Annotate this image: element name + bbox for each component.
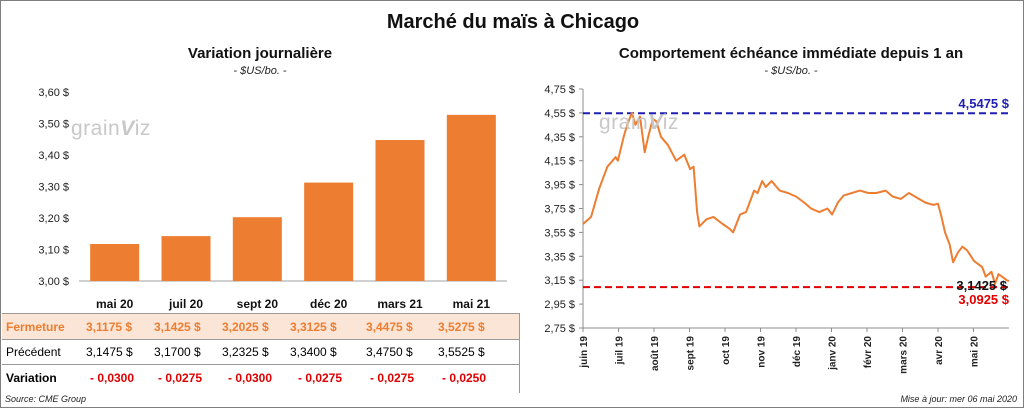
table-cell: - 0,0300	[90, 371, 135, 385]
table-cell: 3,1700 $	[154, 345, 201, 359]
table-cell: - 0,0275	[370, 371, 415, 385]
y-tick-label: 3,50 $	[38, 119, 69, 131]
x-tick-label: mai 20	[96, 297, 134, 311]
y-tick-label: 3,00 $	[38, 276, 69, 288]
last-value-label: 3,1425 $	[956, 278, 1007, 293]
bar	[90, 243, 140, 281]
bar	[232, 217, 282, 281]
x-tick-label: juil 19	[615, 336, 626, 366]
y-tick-label: 3,20 $	[38, 213, 69, 225]
x-tick-label: janv 20	[828, 336, 839, 371]
table-cell: 3,2325 $	[222, 345, 269, 359]
y-tick-label: 3,40 $	[38, 150, 69, 162]
y-tick-label: 3,75 $	[544, 204, 575, 216]
watermark-right: grainViz	[599, 111, 679, 134]
y-tick-label: 4,35 $	[544, 132, 575, 144]
y-tick-label: 2,75 $	[544, 323, 575, 335]
x-tick-label: déc 19	[792, 336, 803, 368]
x-tick-label: avr 20	[934, 336, 945, 365]
table-cell: 3,1175 $	[86, 320, 133, 334]
row-label: Variation	[6, 371, 57, 385]
bar	[304, 182, 354, 281]
table-cell: - 0,0275	[158, 371, 203, 385]
y-tick-label: 3,10 $	[38, 245, 69, 257]
x-tick-label: févr 20	[863, 336, 874, 369]
y-tick-label: 4,55 $	[544, 108, 575, 120]
x-tick-label: juil 20	[168, 297, 203, 311]
table-cell: 3,3125 $	[290, 320, 337, 334]
x-tick-label: nov 19	[757, 336, 768, 368]
x-tick-label: oct 19	[721, 336, 732, 365]
x-tick-label: août 19	[650, 336, 661, 371]
x-tick-label: sept 19	[686, 336, 697, 371]
x-tick-label: mars 20	[899, 336, 910, 374]
row-label: Fermeture	[6, 320, 65, 334]
table-cell: - 0,0275	[298, 371, 343, 385]
table-row-fermeture: Fermeture 3,1175 $ 3,1425 $ 3,2025 $ 3,3…	[2, 313, 519, 340]
y-tick-label: 3,35 $	[544, 251, 575, 263]
left-panel-unit: - $US/bo. -	[233, 65, 287, 77]
x-tick-label: sept 20	[237, 297, 279, 311]
table-row-variation: Variation - 0,0300 - 0,0275 - 0,0300 - 0…	[2, 365, 519, 390]
bar	[375, 140, 425, 281]
row-label: Précédent	[6, 345, 61, 359]
x-tick-label: mars 21	[377, 297, 423, 311]
y-tick-label: 3,55 $	[544, 227, 575, 239]
table-cell: 3,1425 $	[154, 320, 201, 334]
right-panel-unit: - $US/bo. -	[764, 65, 818, 77]
line-chart: 2,75 $ 2,95 $ 3,15 $ 3,35 $ 3,55 $ 3,75 $ 3,95…	[544, 84, 1010, 374]
table-cell: 3,3400 $	[290, 345, 337, 359]
y-tick-label: 3,95 $	[544, 180, 575, 192]
panel-divider	[519, 313, 520, 393]
table-cell: 3,4475 $	[366, 320, 413, 334]
page-title: Marché du maïs à Chicago	[386, 11, 640, 33]
table-cell: 3,4750 $	[366, 345, 413, 359]
left-panel-title: Variation journalière	[187, 45, 333, 62]
update-note: Mise à jour: mer 06 mai 2020	[900, 394, 1017, 404]
x-tick-label: mai 20	[970, 336, 981, 368]
y-tick-label: 2,95 $	[544, 299, 575, 311]
source-note: Source: CME Group	[5, 394, 87, 404]
x-tick-label: juin 19	[579, 336, 590, 369]
y-tick-label: 4,75 $	[544, 84, 575, 96]
y-tick-label: 3,60 $	[38, 87, 69, 99]
bar-chart: 3,00 $ 3,10 $ 3,20 $ 3,30 $ 3,40 $ 3,50 $ 3,60…	[38, 87, 507, 311]
high-reference-label: 4,5475 $	[958, 96, 1009, 111]
price-series-line	[582, 111, 1010, 285]
y-tick-label: 3,30 $	[38, 182, 69, 194]
table-row-precedent: Précédent 3,1475 $ 3,1700 $ 3,2325 $ 3,3…	[2, 339, 519, 365]
x-tick-label: mai 21	[453, 297, 491, 311]
table-cell: 3,2025 $	[222, 320, 269, 334]
table-cell: - 0,0300	[228, 371, 273, 385]
table-cell: 3,5275 $	[438, 320, 485, 334]
y-tick-label: 4,15 $	[544, 156, 575, 168]
table-cell: 3,5525 $	[438, 345, 485, 359]
watermark-left: grainViz	[71, 117, 151, 140]
table-cell: 3,1475 $	[86, 345, 133, 359]
table-cell: - 0,0250	[442, 371, 487, 385]
low-reference-label: 3,0925 $	[958, 292, 1009, 307]
right-panel-title: Comportement échéance immédiate depuis 1…	[618, 45, 964, 62]
bar	[446, 114, 496, 282]
y-tick-label: 3,15 $	[544, 275, 575, 287]
bar	[161, 236, 211, 281]
x-tick-label: déc 20	[310, 297, 348, 311]
